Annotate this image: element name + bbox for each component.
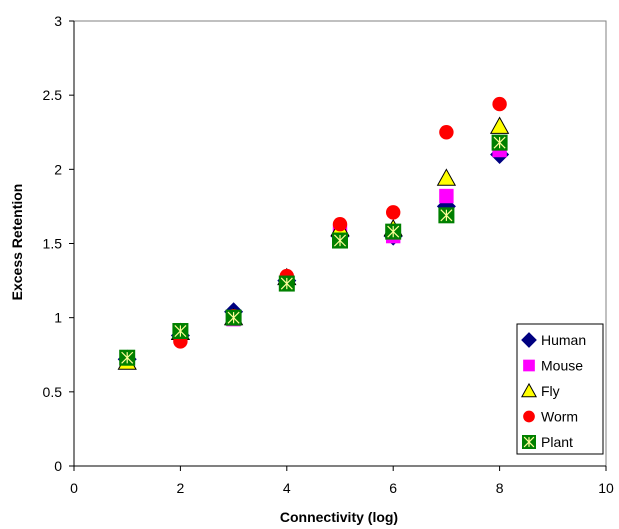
y-tick-label: 0.5 (43, 384, 63, 400)
x-tick-label: 4 (283, 480, 291, 496)
series-plant (119, 135, 507, 366)
legend-item-plant: Plant (522, 434, 573, 450)
point-plant (279, 276, 295, 292)
legend: Human Mouse Fly Worm Plant (517, 324, 603, 454)
x-axis-label: Connectivity (log) (280, 509, 398, 525)
point-worm (386, 205, 400, 219)
legend-label: Plant (541, 434, 573, 450)
legend-item-mouse: Mouse (523, 358, 583, 374)
y-tick-label: 1.5 (43, 236, 63, 252)
point-plant (226, 310, 242, 326)
y-tick-label: 3 (54, 13, 62, 29)
point-worm (492, 97, 506, 111)
y-tick-label: 2 (54, 161, 62, 177)
point-worm (439, 125, 453, 139)
point-fly (438, 169, 456, 185)
legend-label: Worm (541, 409, 578, 425)
x-tick-label: 2 (177, 480, 185, 496)
legend-marker-plant (522, 435, 536, 449)
y-axis-label: Excess Retention (9, 184, 25, 301)
legend-marker-mouse (523, 360, 535, 372)
legend-label: Fly (541, 383, 560, 399)
y-tick-label: 2.5 (43, 87, 63, 103)
x-tick-label: 0 (70, 480, 78, 496)
point-plant (438, 207, 454, 223)
x-tick-label: 8 (496, 480, 504, 496)
point-mouse (439, 189, 453, 203)
point-plant (172, 323, 188, 339)
point-plant (119, 350, 135, 366)
x-tick-label: 10 (598, 480, 614, 496)
point-plant (385, 224, 401, 240)
point-worm (333, 217, 347, 231)
legend-label: Human (541, 332, 586, 348)
legend-marker-worm (523, 411, 535, 423)
data-points (118, 97, 508, 369)
legend-label: Mouse (541, 358, 583, 374)
point-fly (491, 118, 509, 134)
y-tick-label: 0 (54, 458, 62, 474)
point-plant (492, 135, 508, 151)
x-tick-label: 6 (389, 480, 397, 496)
y-tick-label: 1 (54, 310, 62, 326)
point-plant (332, 233, 348, 249)
